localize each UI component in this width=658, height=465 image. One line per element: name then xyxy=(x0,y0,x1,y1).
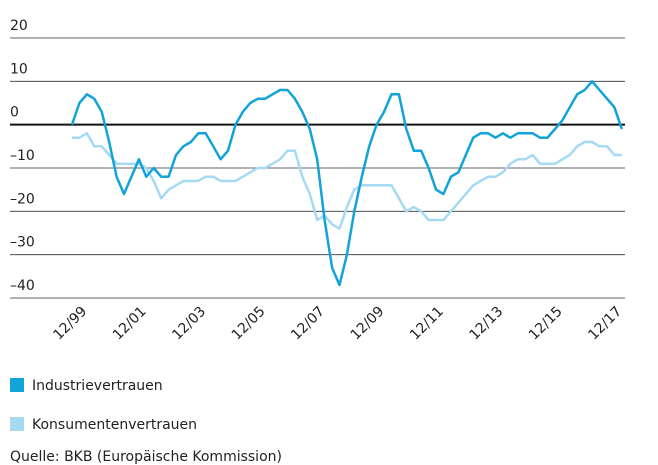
legend-label: Industrievertrauen xyxy=(32,378,163,394)
legend-label: Konsumentenvertrauen xyxy=(32,417,197,433)
legend-swatch xyxy=(10,378,24,392)
x-tick-label: 12/05 xyxy=(229,304,269,344)
y-tick-label: 10 xyxy=(10,61,28,77)
series-line xyxy=(70,80,623,287)
x-tick-label: 12/99 xyxy=(50,304,90,344)
y-tick-label: –20 xyxy=(10,191,35,207)
source: Quelle: BKB (Europäische Kommission) xyxy=(10,449,282,465)
y-tick-label: –10 xyxy=(10,148,35,164)
x-tick-label: 12/13 xyxy=(466,304,506,344)
y-tick-label: –40 xyxy=(10,278,35,294)
x-tick-label: 12/07 xyxy=(288,304,328,344)
y-tick-label: 20 xyxy=(10,18,28,34)
x-tick-label: 12/15 xyxy=(526,304,566,344)
legend-swatch xyxy=(10,417,24,431)
x-tick-label: 12/17 xyxy=(585,304,625,344)
x-tick-label: 12/09 xyxy=(348,304,388,344)
y-tick-label: 0 xyxy=(10,105,19,121)
x-tick-label: 12/03 xyxy=(169,304,209,344)
x-tick-label: 12/01 xyxy=(110,304,150,344)
y-tick-label: –30 xyxy=(10,235,35,251)
series-line xyxy=(72,132,622,230)
x-tick-label: 12/11 xyxy=(407,304,447,344)
